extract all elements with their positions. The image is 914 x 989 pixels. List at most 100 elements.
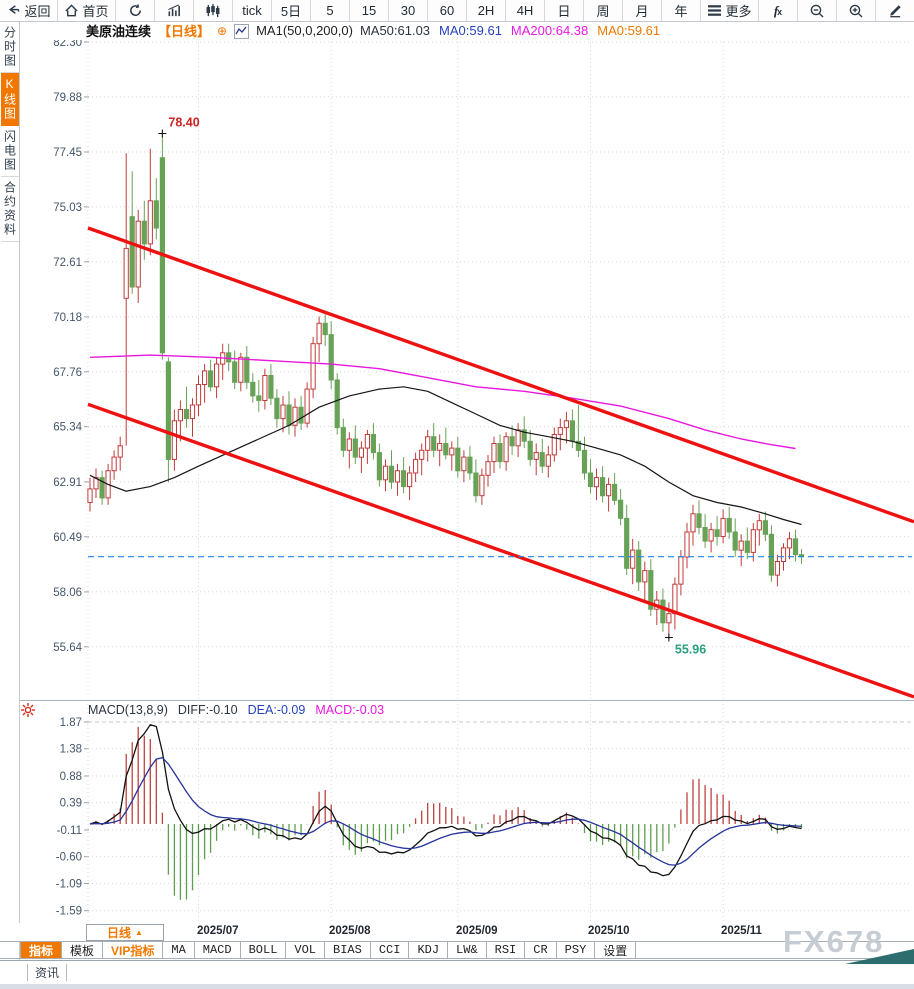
svg-text:55.96: 55.96 xyxy=(675,643,706,657)
pencil-icon xyxy=(887,3,903,18)
svg-text:-1.09: -1.09 xyxy=(56,879,82,891)
period-tag: 【日线】 xyxy=(158,24,211,39)
toolbar-button-label: 4H xyxy=(516,3,534,18)
toolbar-button-period-tick[interactable]: tick xyxy=(233,0,272,21)
toolbar-button-period-15[interactable]: 15 xyxy=(350,0,389,21)
indicator-tab-VOL[interactable]: VOL xyxy=(286,942,326,958)
toolbar-button-refresh[interactable] xyxy=(116,0,155,21)
menu-icon xyxy=(707,4,722,17)
toolbar-button-period-2h[interactable]: 2H xyxy=(467,0,506,21)
zoom-in-icon xyxy=(848,3,864,19)
indicator-tab-MACD[interactable]: MACD xyxy=(194,942,241,958)
svg-text:62.91: 62.91 xyxy=(53,477,82,489)
toolbar-button-more[interactable]: 更多 xyxy=(701,0,759,21)
toolbar-button-label: 月 xyxy=(635,4,649,19)
svg-text:1.87: 1.87 xyxy=(60,717,82,729)
toolbar-button-label: 年 xyxy=(674,4,688,19)
x-axis-label: 2025/08 xyxy=(329,925,371,937)
indicator-tab-PSY[interactable]: PSY xyxy=(556,942,596,958)
toolbar-button-zoom-out[interactable] xyxy=(798,0,837,21)
toolbar-button-draw[interactable] xyxy=(876,0,914,21)
toolbar-button-period-60[interactable]: 60 xyxy=(428,0,467,21)
toolbar-button-period-week[interactable]: 周 xyxy=(584,0,623,21)
toolbar-button-period-4h[interactable]: 4H xyxy=(506,0,545,21)
ma-value: MA50:61.03 xyxy=(359,23,431,38)
toolbar-button-period-5[interactable]: 5 xyxy=(311,0,350,21)
add-indicator-icon[interactable]: ⊕ xyxy=(217,23,228,38)
toolbar-button-back[interactable]: 返回 xyxy=(0,0,58,21)
indicator-tab-指标[interactable]: 指标 xyxy=(20,942,63,958)
svg-text:67.76: 67.76 xyxy=(53,367,82,379)
svg-text:72.61: 72.61 xyxy=(53,257,82,269)
indicator-toolbar: 指标 模板 VIP指标 MA MACD BOLL VOL BIAS CCI KDJ LW& RSI CR… xyxy=(0,941,914,959)
svg-text:0.39: 0.39 xyxy=(60,798,82,810)
indicator-tab-设置[interactable]: 设置 xyxy=(595,942,637,958)
svg-text:70.18: 70.18 xyxy=(53,312,82,324)
top-toolbar: 返回 首页 tick 5日 5 15 30 60 2H 4H 日 周 月 年 更多 fx xyxy=(0,0,914,22)
indicator-tab-VIP指标[interactable]: VIP指标 xyxy=(103,942,164,958)
ma-values: MA50:61.03 MA0:59.61 MA200:64.38 MA0:59.61 xyxy=(360,23,669,38)
toolbar-button-label: 60 xyxy=(439,3,455,18)
candles-icon xyxy=(205,3,221,18)
indicator-tab-BIAS[interactable]: BIAS xyxy=(325,942,371,958)
svg-text:-0.60: -0.60 xyxy=(56,852,82,864)
indicator-tab-CR[interactable]: CR xyxy=(525,942,557,958)
svg-text:-1.59: -1.59 xyxy=(56,906,82,918)
indicator-tab-LW&[interactable]: LW& xyxy=(448,942,487,958)
candlestick-chart[interactable]: 82.30 79.88 77.45 75.03 72.61 70.18 67.76 65.34… xyxy=(0,40,914,924)
toolbar-button-chart-type-candle[interactable] xyxy=(194,0,233,21)
toolbar-button-label: 5日 xyxy=(280,4,302,19)
toolbar-button-period-5d[interactable]: 5日 xyxy=(272,0,311,21)
toolbar-button-formula[interactable]: fx xyxy=(759,0,798,21)
x-axis-label: 2025/09 xyxy=(456,925,498,937)
svg-text:0.88: 0.88 xyxy=(60,771,82,783)
ma-value: MA0:59.61 xyxy=(439,23,502,38)
indicator-tab-CCI[interactable]: CCI xyxy=(370,942,410,958)
x-axis-label: 2025/10 xyxy=(588,925,630,937)
toolbar-button-period-day[interactable]: 日 xyxy=(545,0,584,21)
svg-text:78.40: 78.40 xyxy=(168,116,199,130)
toolbar-button-label: 15 xyxy=(361,3,377,18)
toolbar-button-period-month[interactable]: 月 xyxy=(623,0,662,21)
symbol-name: 美原油连续 xyxy=(86,24,152,39)
refresh-icon xyxy=(128,3,143,18)
sidebar-tab-K线图[interactable]: K线图 xyxy=(0,73,19,126)
svg-text:82.30: 82.30 xyxy=(53,40,82,49)
svg-text:65.34: 65.34 xyxy=(53,422,82,434)
toolbar-button-home[interactable]: 首页 xyxy=(58,0,116,21)
ma-value: MA0:59.61 xyxy=(597,23,661,38)
svg-text:-0.11: -0.11 xyxy=(57,825,82,837)
x-axis-label: 2025/11 xyxy=(721,925,762,937)
toolbar-button-period-30[interactable]: 30 xyxy=(389,0,428,21)
indicator-tab-KDJ[interactable]: KDJ xyxy=(409,942,449,958)
status-tab-news[interactable]: 资讯 xyxy=(27,964,68,981)
period-selector-label: 日线 xyxy=(107,926,132,940)
indicator-tab-RSI[interactable]: RSI xyxy=(486,942,526,958)
period-selector[interactable]: 日线 ▲ xyxy=(86,924,164,941)
svg-text:77.45: 77.45 xyxy=(53,147,82,159)
chevron-up-icon: ▲ xyxy=(135,928,143,937)
ma-config-label: MA1(50,0,200,0) xyxy=(256,23,353,38)
indicator-tab-MA[interactable]: MA xyxy=(163,942,195,958)
sidebar-tab-分时图[interactable]: 分时图 xyxy=(0,22,19,73)
indicator-settings-icon[interactable] xyxy=(20,702,36,718)
fx-icon: fx xyxy=(773,2,783,18)
svg-text:1.38: 1.38 xyxy=(60,744,82,756)
status-strip xyxy=(0,984,914,989)
toolbar-button-period-year[interactable]: 年 xyxy=(662,0,701,21)
x-axis-label: 2025/07 xyxy=(197,925,239,937)
toolbar-button-chart-type-bar[interactable] xyxy=(155,0,194,21)
status-bar: 资讯 xyxy=(0,960,914,989)
arrow-back-icon xyxy=(6,3,21,18)
toolbar-button-zoom-in[interactable] xyxy=(837,0,876,21)
left-sidebar: 分时图 K线图 闪电图 合约资料 xyxy=(0,22,20,960)
sidebar-tab-合约资料[interactable]: 合约资料 xyxy=(0,177,19,242)
toolbar-button-label: 首页 xyxy=(82,4,109,19)
toolbar-button-label: 5 xyxy=(326,3,334,18)
sidebar-tab-闪电图[interactable]: 闪电图 xyxy=(0,126,19,177)
indicator-tab-BOLL[interactable]: BOLL xyxy=(240,942,287,958)
ma-value: MA200:64.38 xyxy=(510,23,589,38)
indicator-tab-模板[interactable]: 模板 xyxy=(62,942,104,958)
toolbar-button-label: 2H xyxy=(477,3,495,18)
